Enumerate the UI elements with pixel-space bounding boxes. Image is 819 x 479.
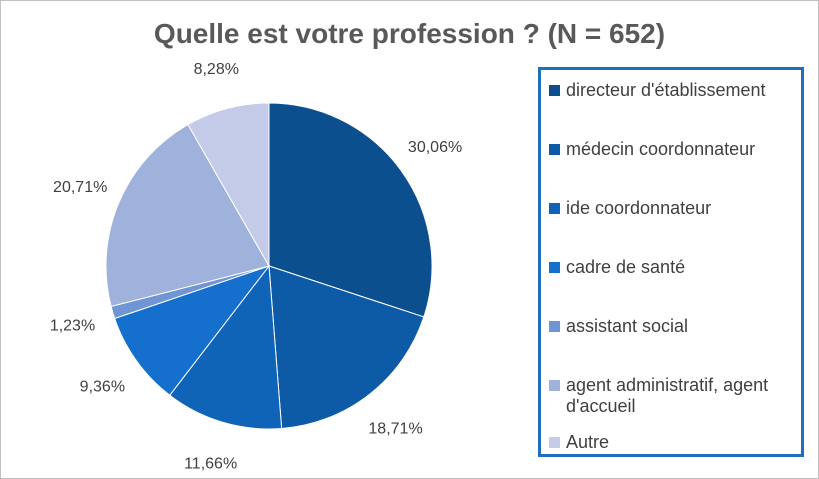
legend-label: directeur d'établissement: [566, 80, 766, 100]
legend-label: Autre: [566, 432, 610, 452]
legend-item: assistant social: [549, 316, 799, 337]
legend-item: Autre: [549, 432, 799, 453]
legend-label: médecin coordonnateur: [566, 139, 756, 159]
legend-swatch: [549, 380, 560, 391]
pie-slice: [105, 123, 270, 308]
chart-title: Quelle est votre profession ? (N = 652): [153, 18, 666, 49]
legend-swatch: [549, 85, 560, 96]
legend-label: cadre de santé: [566, 257, 686, 277]
legend-item: cadre de santé: [549, 257, 799, 278]
legend-swatch: [549, 262, 560, 273]
pie-slice: [268, 102, 433, 318]
chart-legend: directeur d'établissement médecin coordon…: [538, 67, 804, 457]
slice-data-label: 11,66%: [184, 456, 237, 473]
legend-swatch: [549, 144, 560, 155]
legend-item: ide coordonnateur: [549, 198, 799, 219]
legend-item: médecin coordonnateur: [549, 139, 799, 160]
pie-slice: [187, 102, 270, 268]
legend-item: directeur d'établissement: [549, 80, 799, 101]
pie-slice: [268, 265, 425, 430]
slice-data-label: 18,71%: [368, 420, 422, 437]
slice-data-label: 1,23%: [50, 317, 95, 334]
slice-data-label: 20,71%: [53, 179, 107, 196]
legend-swatch: [549, 437, 560, 448]
pie-slice: [114, 264, 271, 396]
legend-item: agent administratif, agent d'accueil: [549, 375, 799, 417]
legend-label: assistant social: [566, 316, 689, 336]
legend-swatch: [549, 203, 560, 214]
legend-swatch: [549, 321, 560, 332]
slice-data-label: 8,28%: [194, 61, 239, 78]
slice-data-label: 9,36%: [80, 378, 125, 395]
legend-label: ide coordonnateur: [566, 198, 712, 218]
pie-slice: [169, 264, 283, 430]
legend-label: agent administratif, agent d'accueil: [566, 375, 769, 416]
slice-data-label: 30,06%: [408, 139, 462, 156]
